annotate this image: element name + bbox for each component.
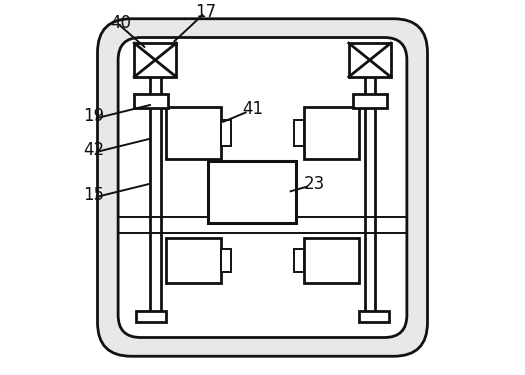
Bar xyxy=(295,249,304,272)
Bar xyxy=(134,94,168,108)
Text: 41: 41 xyxy=(242,100,263,118)
Text: 17: 17 xyxy=(195,3,216,21)
Text: 15: 15 xyxy=(83,186,104,204)
Bar xyxy=(349,43,391,77)
Bar xyxy=(364,51,375,313)
Text: 23: 23 xyxy=(304,175,325,193)
Bar xyxy=(221,120,230,146)
Bar xyxy=(221,249,230,272)
Bar xyxy=(166,238,221,283)
Bar xyxy=(208,161,296,223)
Bar xyxy=(150,51,161,313)
Bar xyxy=(353,94,387,108)
FancyBboxPatch shape xyxy=(98,19,427,356)
Text: 19: 19 xyxy=(83,107,104,125)
FancyBboxPatch shape xyxy=(118,38,407,338)
Bar xyxy=(166,107,221,159)
Bar xyxy=(136,310,166,322)
Bar xyxy=(134,43,176,77)
Bar xyxy=(304,107,359,159)
Bar xyxy=(359,310,389,322)
Text: 40: 40 xyxy=(111,13,132,32)
Bar xyxy=(304,238,359,283)
Text: 42: 42 xyxy=(83,141,104,159)
Bar xyxy=(295,120,304,146)
